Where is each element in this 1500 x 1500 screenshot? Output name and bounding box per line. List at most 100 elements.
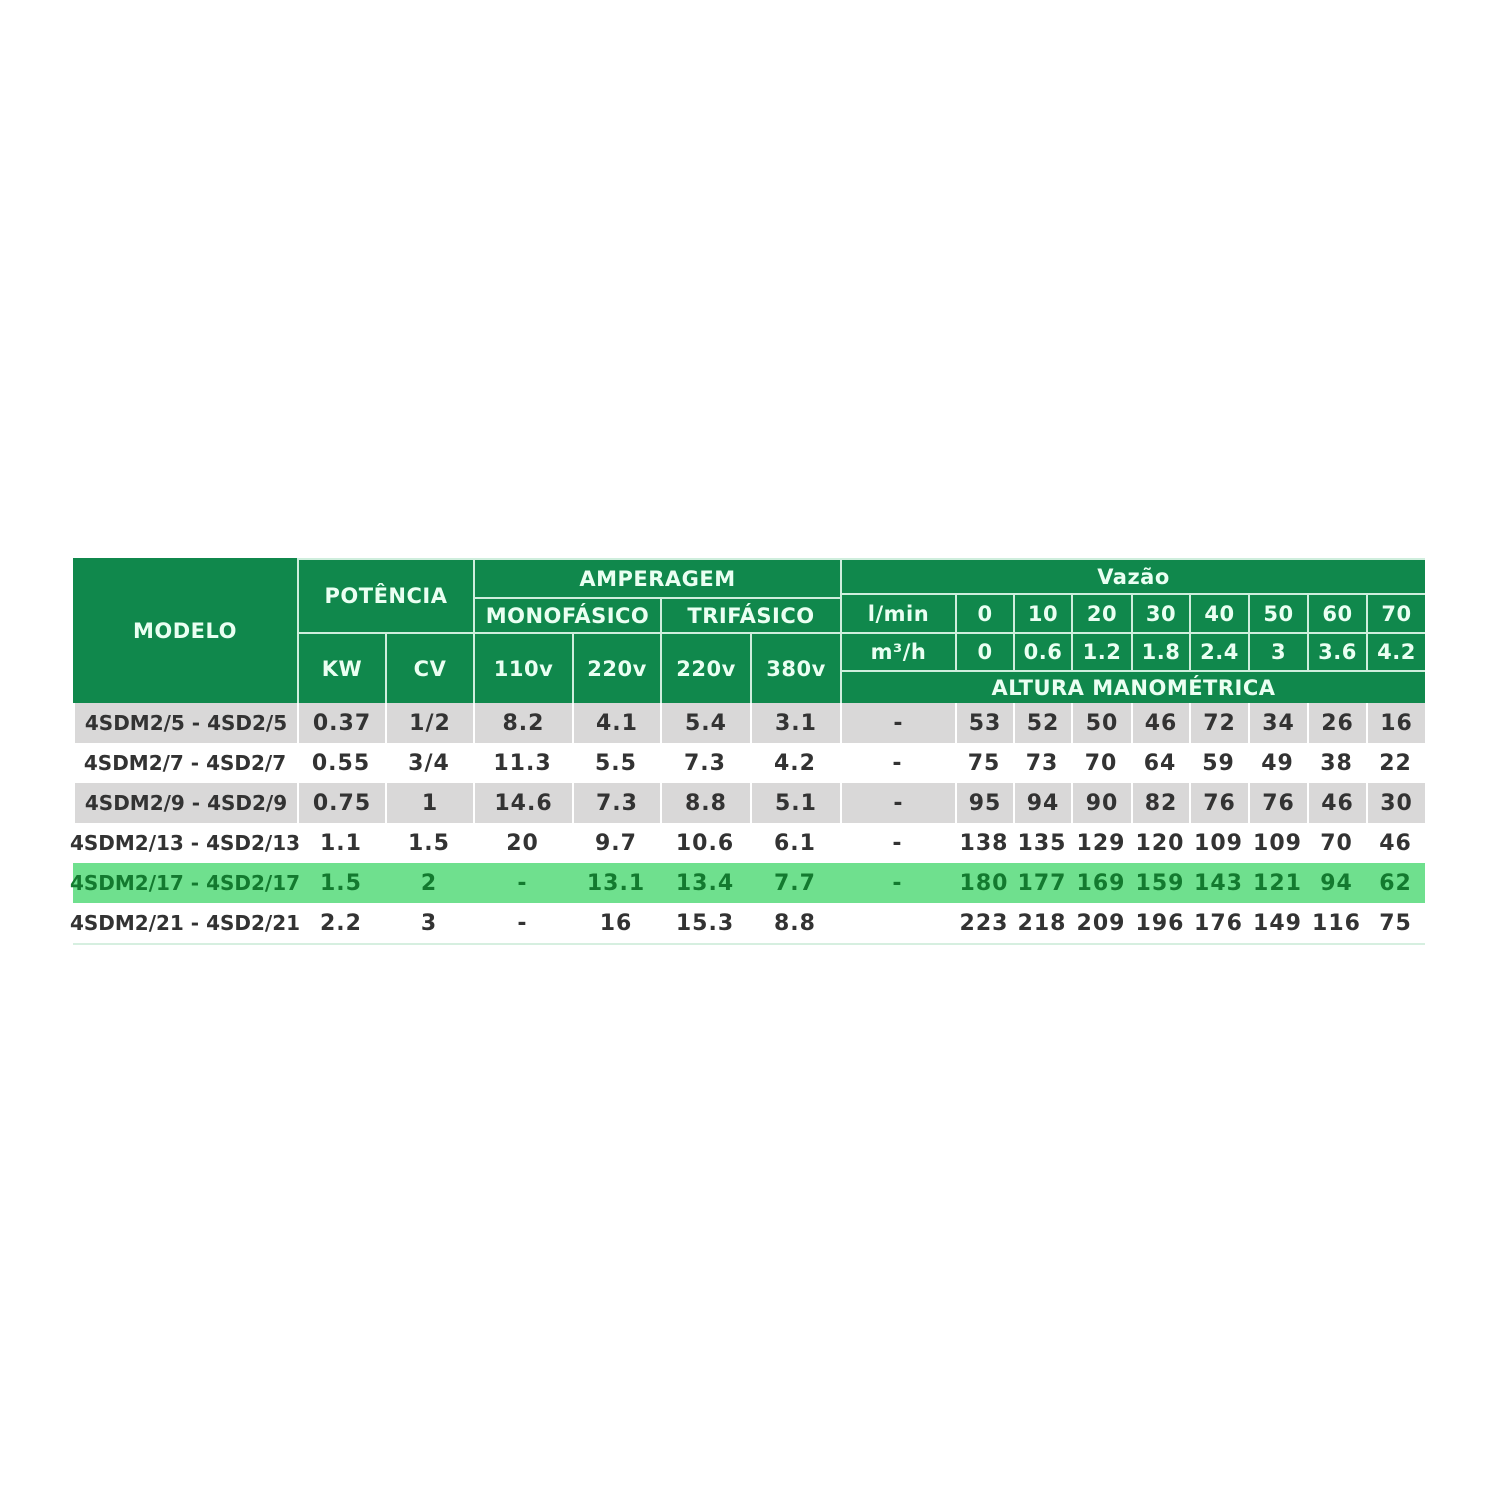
header-m3h-value: 2.4: [1189, 632, 1248, 670]
cell-tri-220v: 8.8: [660, 783, 750, 823]
table-row: [73, 823, 1425, 863]
cell-altura: 62: [1379, 870, 1412, 896]
cell-tri-380v: 3.1: [750, 703, 840, 743]
cell-altura: 121: [1253, 870, 1302, 896]
cell-tri-380v: 6.1: [774, 830, 816, 856]
cell-altura: 22: [1379, 750, 1412, 776]
header-tri-220v: 220v: [660, 632, 750, 703]
table-row: [73, 863, 1425, 903]
header-mono-110v: 110v: [473, 632, 572, 703]
cell-kw: 0.75: [297, 783, 385, 823]
cell-dash: -: [840, 783, 955, 823]
cell-altura: 76: [1189, 783, 1248, 823]
cell-altura: 223: [959, 910, 1009, 936]
cell-altura: 109: [1253, 830, 1302, 856]
cell-altura: 169: [1076, 870, 1126, 896]
cell-mono-220v: 9.7: [595, 830, 637, 856]
cell-mono-110v: 20: [506, 830, 539, 856]
cell-altura: 180: [959, 870, 1009, 896]
header-monofasico: MONOFÁSICO: [473, 597, 660, 632]
cell-dash: -: [840, 703, 955, 743]
cell-altura: 46: [1307, 783, 1366, 823]
cell-modelo: 4SDM2/7 - 4SD2/7: [83, 751, 287, 775]
cell-mono-110v: -: [517, 870, 528, 896]
cell-altura: 46: [1131, 703, 1189, 743]
cell-altura: 94: [1320, 870, 1353, 896]
cell-tri-380v: 7.7: [774, 870, 816, 896]
header-lmin-value: 20: [1071, 593, 1131, 632]
header-lmin-value: 50: [1248, 593, 1307, 632]
cell-altura: 75: [1379, 910, 1412, 936]
header-modelo: MODELO: [73, 558, 297, 703]
cell-altura: 149: [1253, 910, 1302, 936]
header-m3h-value: 1.2: [1071, 632, 1131, 670]
header-m3h-value: 0: [955, 632, 1013, 670]
cell-mono-110v: -: [517, 910, 528, 936]
cell-modelo: 4SDM2/21 - 4SD2/21: [69, 911, 301, 935]
cell-altura: 26: [1307, 703, 1366, 743]
cell-altura: 70: [1084, 750, 1118, 776]
cell-altura: 143: [1194, 870, 1243, 896]
cell-cv: 3: [420, 910, 438, 936]
cell-altura: 129: [1076, 830, 1126, 856]
header-lmin-value: 0: [955, 593, 1013, 632]
cell-tri-380v: 5.1: [750, 783, 840, 823]
cell-mono-220v: 7.3: [572, 783, 660, 823]
header-cv: CV: [385, 632, 473, 703]
cell-altura: 135: [1017, 830, 1067, 856]
header-potencia: POTÊNCIA: [297, 558, 473, 632]
cell-altura: 95: [955, 783, 1013, 823]
table-row: [73, 903, 1425, 943]
cell-dash: -: [892, 750, 903, 776]
cell-kw: 0.37: [297, 703, 385, 743]
header-lmin-value: 30: [1131, 593, 1189, 632]
header-lmin-value: 10: [1013, 593, 1071, 632]
cell-tri-220v: 13.4: [675, 870, 735, 896]
cell-tri-220v: 7.3: [684, 750, 726, 776]
header-m3h-label: m³/h: [840, 632, 955, 670]
cell-tri-380v: 4.2: [774, 750, 816, 776]
cell-altura: 50: [1071, 703, 1131, 743]
cell-altura: 159: [1135, 870, 1185, 896]
cell-cv: 1: [385, 783, 473, 823]
cell-altura: 46: [1379, 830, 1412, 856]
header-m3h-value: 1.8: [1131, 632, 1189, 670]
header-lmin-label: l/min: [840, 593, 955, 632]
cell-mono-110v: 14.6: [473, 783, 572, 823]
cell-dash: -: [892, 830, 903, 856]
cell-dash: [840, 903, 955, 943]
cell-kw: 2.2: [320, 910, 362, 936]
cell-altura: 75: [967, 750, 1001, 776]
header-mono-220v: 220v: [572, 632, 660, 703]
cell-mono-110v: 8.2: [473, 703, 572, 743]
cell-altura: 72: [1189, 703, 1248, 743]
header-vazao: Vazão: [840, 558, 1425, 593]
header-m3h-value: 4.2: [1366, 632, 1425, 670]
table-row: [73, 743, 1425, 783]
cell-altura: 94: [1013, 783, 1071, 823]
cell-altura: 90: [1071, 783, 1131, 823]
cell-altura: 177: [1017, 870, 1067, 896]
cell-altura: 109: [1194, 830, 1243, 856]
cell-modelo: 4SDM2/5 - 4SD2/5: [73, 703, 297, 743]
cell-altura: 73: [1025, 750, 1059, 776]
header-lmin-value: 70: [1366, 593, 1425, 632]
cell-mono-220v: 5.5: [595, 750, 637, 776]
header-m3h-value: 0.6: [1013, 632, 1071, 670]
cell-altura: 34: [1248, 703, 1307, 743]
cell-altura: 218: [1017, 910, 1067, 936]
cell-altura: 176: [1194, 910, 1243, 936]
cell-cv: 3/4: [408, 750, 450, 776]
cell-mono-220v: 13.1: [586, 870, 646, 896]
cell-kw: 1.1: [320, 830, 362, 856]
header-kw: KW: [297, 632, 385, 703]
cell-cv: 1.5: [408, 830, 450, 856]
header-lmin-value: 60: [1307, 593, 1366, 632]
cell-altura: 16: [1366, 703, 1425, 743]
header-altura-manometrica: ALTURA MANOMÉTRICA: [840, 670, 1425, 703]
cell-altura: 138: [959, 830, 1009, 856]
cell-tri-220v: 15.3: [675, 910, 735, 936]
cell-altura: 120: [1135, 830, 1185, 856]
cell-kw: 0.55: [311, 750, 371, 776]
